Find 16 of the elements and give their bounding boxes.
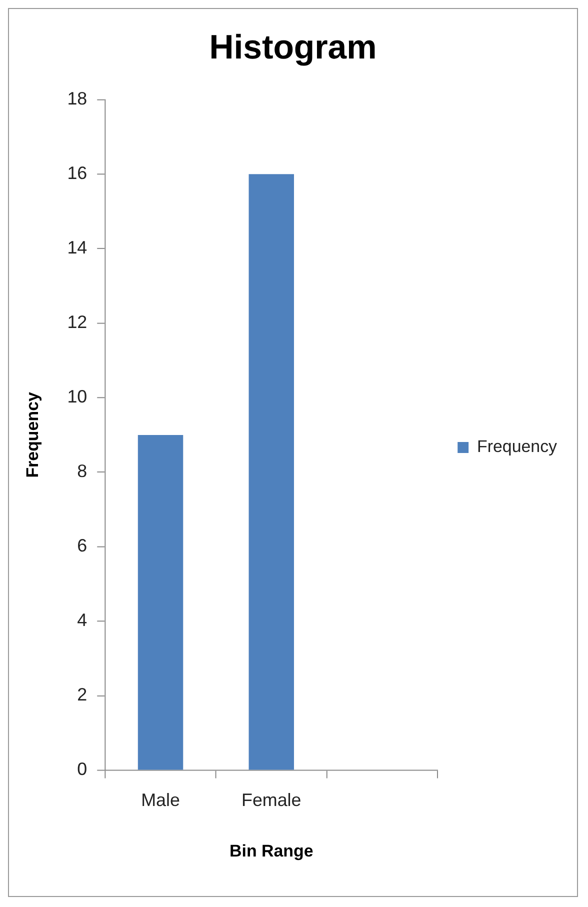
- y-tick-label: 8: [77, 461, 88, 482]
- chart-title: Histogram: [209, 28, 377, 67]
- y-tick-label: 12: [67, 312, 88, 332]
- y-tick-label: 0: [77, 759, 88, 780]
- y-tick-label: 4: [77, 610, 88, 630]
- y-tick-label: 14: [67, 238, 88, 258]
- y-tick-label: 2: [77, 684, 88, 705]
- x-tick-label: Male: [141, 790, 180, 810]
- y-tick-label: 18: [67, 88, 88, 109]
- y-tick-label: 10: [67, 386, 88, 407]
- legend-label: Frequency: [477, 437, 558, 456]
- y-tick-label: 16: [67, 163, 88, 184]
- y-tick-label: 6: [77, 536, 88, 556]
- x-axis-title: Bin Range: [230, 842, 314, 861]
- y-axis-title: Frequency: [22, 392, 42, 478]
- x-tick-label: Female: [241, 790, 302, 810]
